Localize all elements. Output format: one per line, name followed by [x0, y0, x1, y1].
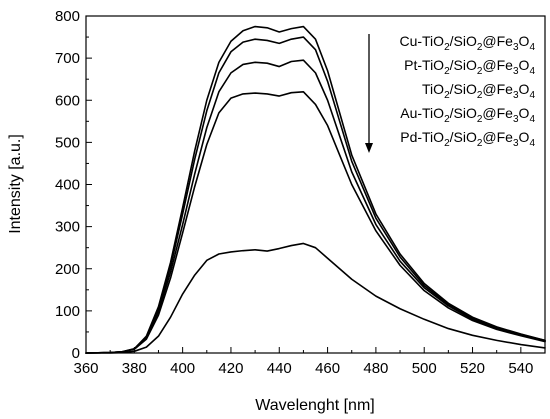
- y-tick-label: 0: [72, 345, 80, 362]
- series-line-3: [85, 59, 546, 354]
- legend-entry-4: Au-TiO2/SiO2@Fe3O4: [400, 105, 535, 125]
- y-axis-ticks: 0 100 200 300 400 500 600 700 800: [55, 8, 92, 362]
- x-tick-label: 540: [508, 360, 533, 377]
- x-tick-label: 460: [315, 360, 340, 377]
- y-tick-label: 100: [55, 303, 80, 320]
- x-tick-label: 400: [170, 360, 195, 377]
- y-tick-label: 200: [55, 261, 80, 278]
- legend-entry-3: TiO2/SiO2@Fe3O4: [422, 81, 535, 101]
- legend-entry-1: Cu-TiO2/SiO2@Fe3O4: [399, 33, 535, 53]
- x-tick-label: 520: [460, 360, 485, 377]
- legend-entry-2: Pt-TiO2/SiO2@Fe3O4: [404, 57, 535, 77]
- y-tick-label: 400: [55, 177, 80, 194]
- series-line-4: [85, 91, 546, 354]
- legend: Cu-TiO2/SiO2@Fe3O4 Pt-TiO2/SiO2@Fe3O4 TiO2…: [399, 33, 535, 149]
- legend-entry-5: Pd-TiO2/SiO2@Fe3O4: [400, 129, 535, 149]
- y-tick-label: 800: [55, 8, 80, 25]
- legend-arrow-head: [365, 143, 373, 153]
- series-line-2: [85, 36, 546, 354]
- x-tick-label: 500: [412, 360, 437, 377]
- x-axis-ticks: 360 380 400 420 440 460 480 500 520 540: [73, 347, 533, 377]
- series-layer: [85, 25, 546, 354]
- y-axis-title: Intensity [a.u.]: [7, 134, 24, 234]
- x-tick-label: 420: [218, 360, 243, 377]
- x-tick-label: 360: [73, 360, 98, 377]
- y-tick-label: 300: [55, 219, 80, 236]
- x-tick-label: 480: [363, 360, 388, 377]
- y-tick-label: 700: [55, 50, 80, 67]
- x-tick-label: 440: [267, 360, 292, 377]
- x-axis-title: Wavelenght [nm]: [255, 397, 374, 414]
- series-line-5: [85, 242, 546, 354]
- y-tick-label: 600: [55, 92, 80, 109]
- y-tick-label: 500: [55, 134, 80, 151]
- x-tick-label: 380: [122, 360, 147, 377]
